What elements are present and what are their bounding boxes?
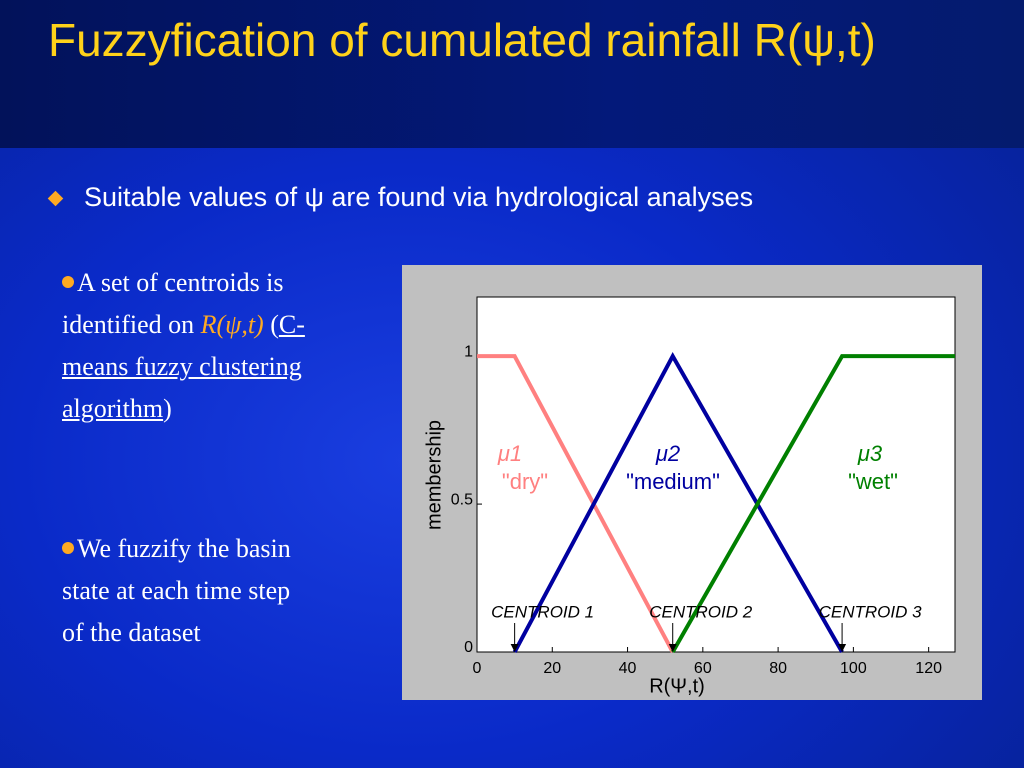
bullet-marker — [47, 190, 64, 207]
series-label: "dry" — [502, 469, 548, 494]
annotation: CENTROID 2 — [649, 602, 753, 621]
bullet-text: We fuzzify the basin state at each time … — [62, 534, 291, 647]
x-tick-label: 120 — [915, 660, 942, 677]
series-name: μ1 — [497, 441, 522, 466]
arrow-head — [838, 644, 847, 652]
series-label: "medium" — [626, 469, 720, 494]
annotation: CENTROID 1 — [491, 602, 594, 621]
symbol: R(ψ,t) — [200, 310, 264, 339]
y-tick-label: 1 — [464, 343, 473, 360]
x-tick-label: 80 — [769, 660, 787, 677]
x-axis-label: R(Ψ,t) — [649, 675, 705, 697]
series-name: μ2 — [655, 441, 680, 466]
annotation: CENTROID 3 — [819, 602, 923, 621]
bullet-text: Suitable values of ψ are found via hydro… — [84, 182, 754, 212]
title-band — [0, 0, 1024, 148]
bullet-text: ) — [163, 394, 172, 423]
series-line — [512, 352, 844, 653]
bullet-text: A set of centroids is identified on — [62, 268, 284, 339]
bullet: A set of centroids is identified on R(ψ,… — [62, 262, 332, 430]
x-tick-label: 0 — [473, 660, 482, 677]
bullet-text: ( — [263, 310, 279, 339]
series-label: "wet" — [848, 469, 898, 494]
bullet-dot — [62, 276, 74, 288]
x-tick-label: 60 — [694, 660, 712, 677]
series-line — [477, 354, 675, 653]
x-tick-label: 100 — [840, 660, 867, 677]
link[interactable]: C-means fuzzy clustering algorithm — [62, 310, 305, 423]
x-tick-label: 40 — [619, 660, 637, 677]
series-name: μ3 — [857, 441, 883, 466]
series-line — [670, 354, 955, 653]
y-tick-label: 0.5 — [451, 491, 473, 508]
y-axis-label: membership — [423, 420, 445, 530]
chart: R(Ψ,t) membership 0 20 40 60 80 100 120 0 0.5 1 μ1… — [402, 265, 982, 700]
bullet: We fuzzify the basin state at each time … — [62, 528, 312, 654]
bullet-dot — [62, 542, 74, 554]
x-tick-label: 20 — [543, 660, 561, 677]
arrow-head — [668, 644, 677, 652]
slide-title: Fuzzyfication of cumulated rainfall R(ψ,… — [48, 14, 876, 66]
y-tick-label: 0 — [464, 639, 473, 656]
arrow-head — [510, 644, 519, 652]
